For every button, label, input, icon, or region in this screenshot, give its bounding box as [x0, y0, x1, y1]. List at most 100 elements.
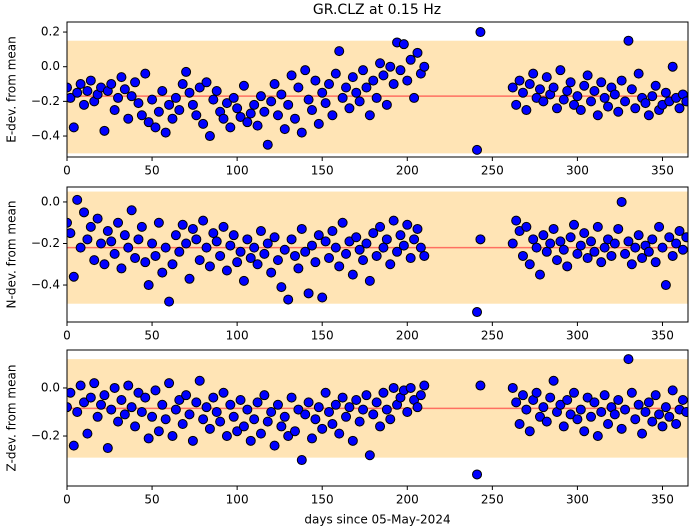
point [293, 263, 304, 274]
point [106, 79, 117, 90]
point [272, 399, 283, 410]
point [354, 244, 365, 255]
point [606, 250, 617, 261]
point [521, 404, 532, 415]
point [221, 431, 232, 442]
point [524, 79, 535, 90]
point [371, 250, 382, 261]
point [341, 411, 352, 422]
point [358, 255, 369, 266]
point [565, 232, 576, 243]
point [616, 423, 627, 434]
point [289, 426, 300, 437]
point [218, 113, 229, 124]
point [170, 230, 181, 241]
point [637, 428, 648, 439]
point [177, 219, 188, 230]
point [102, 226, 113, 237]
x-tick-label: 350 [651, 164, 674, 178]
point [626, 84, 637, 95]
point [204, 261, 215, 272]
point [589, 246, 600, 257]
point [242, 404, 253, 415]
point [255, 428, 266, 439]
x-tick-label: 150 [311, 164, 334, 178]
point [300, 65, 311, 76]
point [630, 414, 641, 425]
point [677, 394, 688, 405]
point [579, 228, 590, 239]
point [415, 242, 426, 253]
point [507, 382, 518, 393]
point [361, 82, 372, 93]
point [262, 238, 273, 249]
point [313, 118, 324, 129]
point [211, 85, 222, 96]
point [472, 307, 483, 318]
point [306, 433, 317, 444]
point [378, 70, 389, 81]
point [596, 257, 607, 268]
y-axis-label: N-dev. from mean [5, 201, 19, 309]
point [259, 248, 270, 259]
point [211, 406, 222, 417]
point [245, 253, 256, 264]
point [317, 292, 328, 303]
point [517, 87, 528, 98]
point [534, 84, 545, 95]
point [296, 223, 307, 234]
point [289, 250, 300, 261]
point [626, 259, 637, 270]
point [603, 419, 614, 430]
point [67, 82, 72, 93]
point [272, 255, 283, 266]
point [259, 106, 270, 117]
point [327, 110, 338, 121]
point [99, 390, 110, 401]
point [147, 411, 158, 422]
point [626, 387, 637, 398]
point [558, 94, 569, 105]
point [252, 120, 263, 131]
point [330, 399, 341, 410]
point [511, 215, 522, 226]
point [75, 380, 86, 391]
point [68, 271, 79, 282]
chart-title: GR.CLZ at 0.15 Hz [313, 2, 441, 18]
plot-area [67, 354, 688, 480]
point [358, 404, 369, 415]
point [113, 92, 124, 103]
point [517, 390, 528, 401]
point [402, 406, 413, 417]
point [664, 232, 675, 243]
point [123, 113, 134, 124]
point [419, 250, 430, 261]
point [599, 92, 610, 103]
point [167, 259, 178, 270]
point [249, 99, 260, 110]
point [398, 39, 409, 50]
point [310, 414, 321, 425]
point [667, 61, 678, 72]
point [524, 259, 535, 270]
point [589, 397, 600, 408]
point [133, 234, 144, 245]
point [633, 230, 644, 241]
point [538, 402, 549, 413]
point [82, 428, 93, 439]
point [279, 244, 290, 255]
x-tick-label: 250 [481, 164, 504, 178]
point [238, 421, 249, 432]
point [174, 394, 185, 405]
point [82, 234, 93, 245]
point [143, 433, 154, 444]
point [548, 375, 559, 386]
point [272, 110, 283, 121]
point [72, 406, 83, 417]
point [300, 409, 311, 420]
point [664, 411, 675, 422]
point [221, 265, 232, 276]
point [204, 131, 215, 142]
point [507, 238, 518, 249]
point [555, 65, 566, 76]
